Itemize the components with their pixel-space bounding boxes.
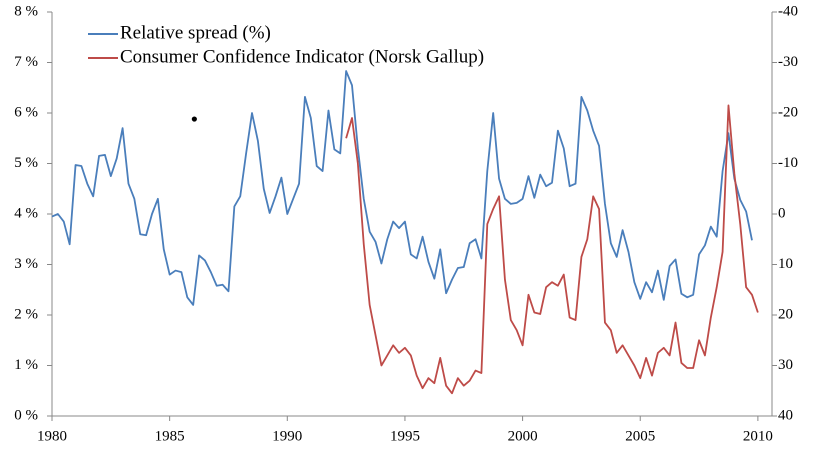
- y2-tick-label: -20: [778, 104, 798, 120]
- y2-tick-label: 30: [778, 357, 793, 373]
- x-tick-label: 1985: [155, 428, 185, 444]
- y2-tick-label: -10: [778, 155, 798, 171]
- y-tick-label: 8 %: [14, 3, 38, 19]
- legend: Relative spread (%) Consumer Confidence I…: [88, 22, 484, 67]
- y2-tick-label: -30: [778, 54, 798, 70]
- y-tick-label: 4 %: [14, 205, 38, 221]
- x-tick-label: 1980: [37, 428, 67, 444]
- x-tick-label: 1995: [390, 428, 420, 444]
- y2-tick-label: -40: [778, 3, 798, 19]
- y-tick-label: 2 %: [14, 306, 38, 322]
- x-tick-label: 2000: [508, 428, 538, 444]
- y-tick-label: 7 %: [14, 54, 38, 70]
- x-tick-label: 2005: [625, 428, 655, 444]
- y2-tick-label: 20: [778, 306, 793, 322]
- annotation-point: [191, 116, 197, 122]
- y-tick-label: 5 %: [14, 155, 38, 171]
- y-tick-label: 6 %: [14, 104, 38, 120]
- y-tick-label: 3 %: [14, 256, 38, 272]
- x-tick-label: 2010: [743, 428, 773, 444]
- y2-tick-label: 40: [778, 407, 793, 423]
- y2-tick-label: 10: [778, 256, 793, 272]
- y2-tick-label: 0: [778, 205, 786, 221]
- series-line: [51, 70, 753, 306]
- y-tick-label: 1 %: [14, 357, 38, 373]
- x-tick-label: 1990: [272, 428, 302, 444]
- y-tick-label: 0 %: [14, 407, 38, 423]
- series-line: [345, 104, 759, 395]
- legend-label: Consumer Confidence Indicator (Norsk Gal…: [120, 46, 484, 67]
- legend-label: Relative spread (%): [120, 22, 271, 43]
